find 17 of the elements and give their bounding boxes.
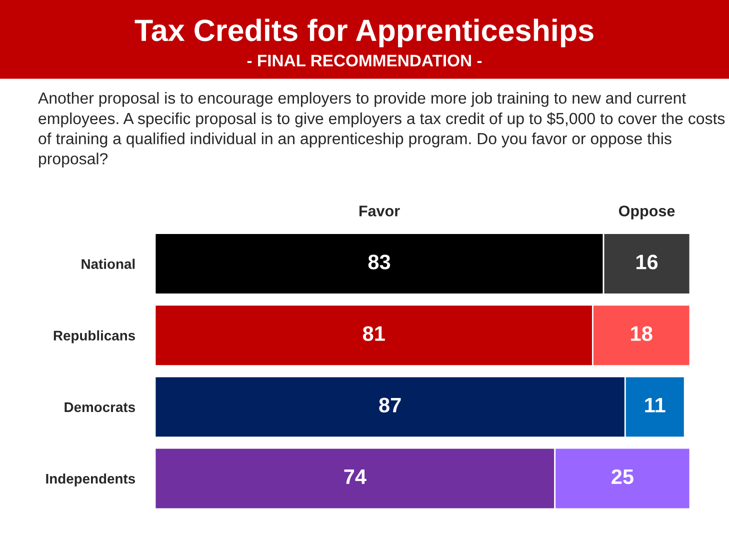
data-label: 11 bbox=[645, 398, 666, 412]
chart-subtitle: - FINAL RECOMMENDATION - bbox=[247, 54, 482, 66]
y-tick-label: Republicans bbox=[54, 330, 135, 344]
data-label: 87 bbox=[379, 398, 401, 413]
data-label: 25 bbox=[612, 469, 634, 484]
chart-title: Tax Credits for Apprenticeships bbox=[134, 18, 594, 48]
y-tick-label: Democrats bbox=[64, 402, 135, 412]
y-tick-label: Independents bbox=[46, 473, 135, 486]
data-label: 81 bbox=[362, 326, 385, 341]
text: Another proposal is to encourage employers to provide more job training to new and current employees. A specific proposal is to give employers a tax credit of up to $5,000 to cover the costs of training a qualified individual in an apprenticeship program. Do you favor or oppose this proposal? bbox=[38, 92, 725, 168]
y-tick-label: National bbox=[82, 258, 135, 269]
data-label: 74 bbox=[344, 470, 366, 484]
data-label: 83 bbox=[368, 254, 390, 270]
data-label: 16 bbox=[636, 254, 658, 270]
series-label: Oppose bbox=[618, 206, 675, 220]
series-label: Favor bbox=[359, 206, 400, 216]
data-label: 18 bbox=[631, 326, 652, 341]
